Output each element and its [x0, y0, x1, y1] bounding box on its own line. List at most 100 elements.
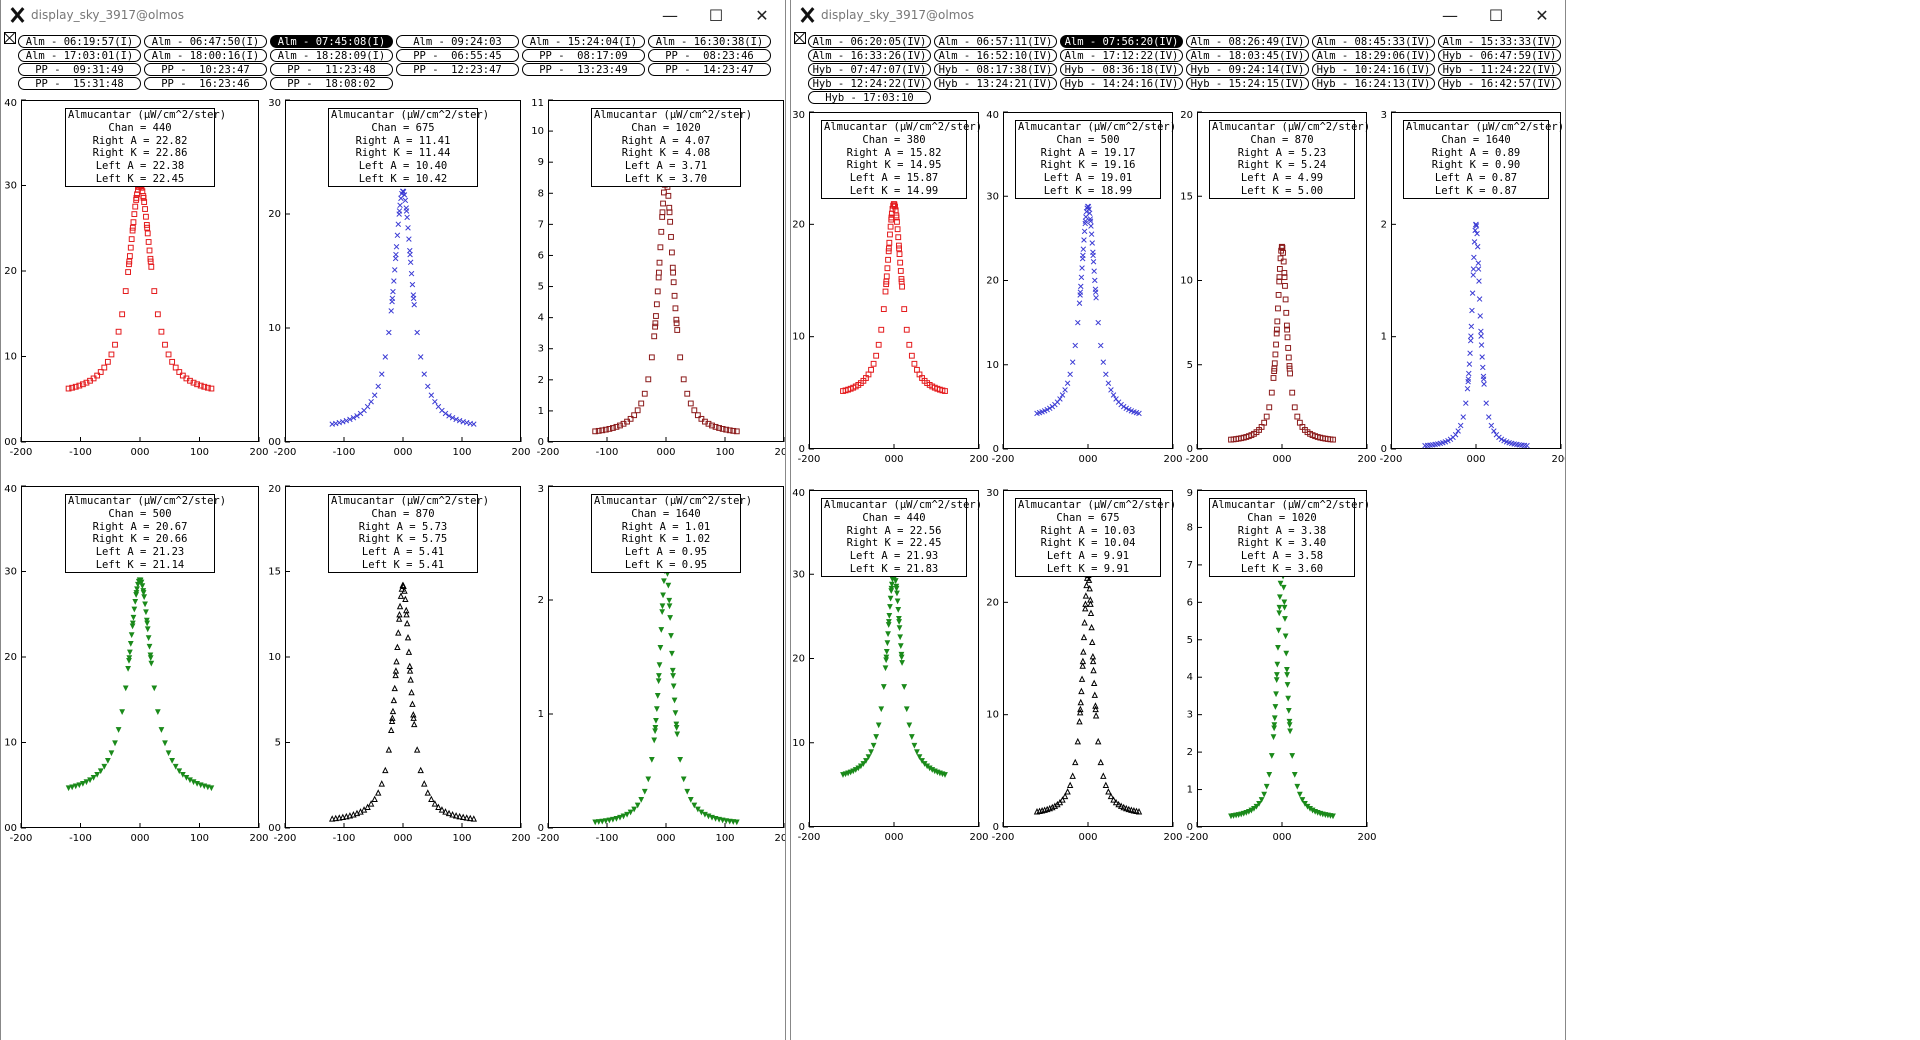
scan-button[interactable]: Alm - 16:33:26(IV)	[808, 49, 931, 62]
close-button[interactable]: ✕	[1535, 5, 1549, 25]
data-point	[652, 728, 658, 735]
scan-button[interactable]: PP - 10:23:47	[144, 63, 267, 76]
scan-button[interactable]: Alm - 07:56:20(IV)	[1060, 35, 1183, 48]
scan-button[interactable]: Hyb - 16:24:13(IV)	[1312, 77, 1435, 90]
legend-line: Right K = 22.45	[846, 537, 942, 550]
close-box-icon[interactable]	[4, 32, 16, 44]
data-point	[417, 354, 424, 360]
data-point	[388, 308, 394, 314]
data-point	[445, 809, 453, 817]
data-point	[143, 213, 149, 220]
scan-button[interactable]: Hyb - 08:36:18(IV)	[1060, 63, 1183, 76]
minimize-button[interactable]: —	[1442, 5, 1458, 25]
plot-canvas: 0 1 2 3 -200 000 200	[1380, 110, 1565, 465]
x-tick-label: -100	[69, 447, 92, 458]
scan-button[interactable]: Alm - 18:03:45(IV)	[1186, 49, 1309, 62]
scan-button[interactable]: Alm - 17:03:01(I)	[18, 49, 141, 62]
data-point	[354, 413, 360, 419]
y-tick-label: 20	[792, 654, 805, 665]
data-point	[733, 428, 740, 435]
data-point	[409, 700, 416, 707]
scan-button[interactable]: Alm - 17:12:22(IV)	[1060, 49, 1183, 62]
scan-button[interactable]: Hyb - 12:24:22(IV)	[808, 77, 931, 90]
scan-button[interactable]: Alm - 15:24:04(I)	[522, 35, 645, 48]
scan-button[interactable]: Alm - 16:52:10(IV)	[934, 49, 1057, 62]
data-point	[669, 667, 676, 674]
data-point	[1460, 414, 1467, 420]
scan-button[interactable]: Alm - 18:28:09(I)	[270, 49, 393, 62]
legend-line: Left K = 3.70	[624, 172, 708, 185]
scan-button[interactable]: Hyb - 15:24:15(IV)	[1186, 77, 1309, 90]
legend-box: Almucantar (µW/cm^2/ster) Chan = 1020 Righ…	[591, 108, 752, 187]
scan-button[interactable]: PP - 12:23:47	[396, 63, 519, 76]
y-tick-label: 0	[993, 822, 999, 833]
scan-button[interactable]: Alm - 09:24:03	[396, 35, 519, 48]
scan-button[interactable]: Alm - 06:19:57(I)	[18, 35, 141, 48]
x-tick-label: -100	[333, 447, 356, 458]
scan-button[interactable]: Alm - 16:30:38(I)	[648, 35, 771, 48]
scan-button[interactable]: Alm - 18:00:16(I)	[144, 49, 267, 62]
scan-button[interactable]: Hyb - 09:24:14(IV)	[1186, 63, 1309, 76]
titlebar: display_sky_3917@olmos — ☐ ✕	[1, 0, 785, 30]
scan-button[interactable]: Alm - 07:45:08(I)	[270, 35, 393, 48]
close-box-icon[interactable]	[794, 32, 806, 44]
scan-button[interactable]: Hyb - 14:24:16(IV)	[1060, 77, 1183, 90]
scan-button[interactable]: PP - 06:55:45	[396, 49, 519, 62]
data-point	[671, 697, 678, 704]
scan-button[interactable]: Hyb - 11:24:22(IV)	[1438, 63, 1561, 76]
data-point	[1468, 333, 1474, 339]
data-point	[1080, 648, 1087, 655]
data-point	[1276, 266, 1283, 272]
data-point	[852, 767, 859, 773]
scan-button[interactable]: PP - 13:23:49	[522, 63, 645, 76]
data-point	[143, 222, 150, 228]
scan-button[interactable]: PP - 14:23:47	[648, 63, 771, 76]
scan-button[interactable]: PP - 15:31:48	[18, 77, 141, 90]
scan-button[interactable]: Alm - 08:45:33(IV)	[1312, 35, 1435, 48]
scan-button[interactable]: PP - 08:23:46	[648, 49, 771, 62]
scan-button[interactable]: PP - 09:31:49	[18, 63, 141, 76]
minimize-button[interactable]: —	[662, 5, 678, 25]
scan-button[interactable]: PP - 11:23:48	[270, 63, 393, 76]
data-point	[350, 415, 357, 421]
data-point	[1452, 431, 1459, 438]
data-point	[1078, 274, 1085, 281]
scan-button[interactable]: Hyb - 07:47:07(IV)	[808, 63, 931, 76]
scan-button[interactable]: Hyb - 06:47:59(IV)	[1438, 49, 1561, 62]
scan-button[interactable]: Hyb - 17:03:10	[808, 91, 931, 104]
data-point	[914, 366, 920, 373]
scan-button[interactable]: Alm - 06:20:05(IV)	[808, 35, 931, 48]
scan-button[interactable]: Alm - 18:29:06(IV)	[1312, 49, 1435, 62]
data-point	[104, 757, 111, 764]
data-point	[1087, 218, 1094, 224]
data-point	[404, 633, 412, 641]
scan-button[interactable]: Hyb - 10:24:16(IV)	[1312, 63, 1435, 76]
scan-button[interactable]: Hyb - 16:42:57(IV)	[1438, 77, 1561, 90]
data-point	[97, 369, 104, 375]
data-point	[1286, 718, 1293, 725]
data-point	[411, 302, 417, 308]
window-title: display_sky_3917@olmos	[31, 8, 184, 22]
y-tick-label: 00	[268, 823, 281, 834]
data-point	[668, 234, 674, 240]
scan-button[interactable]: Alm - 06:57:11(IV)	[934, 35, 1057, 48]
scan-button[interactable]: PP - 18:08:02	[270, 77, 393, 90]
data-point	[1261, 419, 1268, 426]
scan-button[interactable]: Hyb - 08:17:38(IV)	[934, 63, 1057, 76]
scan-button[interactable]: Alm - 15:33:33(IV)	[1438, 35, 1561, 48]
data-point	[194, 381, 201, 388]
scan-button[interactable]: Hyb - 13:24:21(IV)	[934, 77, 1057, 90]
maximize-button[interactable]: ☐	[708, 5, 724, 25]
data-point	[638, 797, 645, 803]
x-tick-label: 000	[130, 447, 149, 458]
data-point	[651, 333, 658, 340]
scan-button[interactable]: PP - 08:17:09	[522, 49, 645, 62]
scan-button[interactable]: Alm - 08:26:49(IV)	[1186, 35, 1309, 48]
scan-button[interactable]: Alm - 06:47:50(I)	[144, 35, 267, 48]
data-point	[343, 812, 350, 820]
legend-line: Right K = 20.66	[92, 533, 188, 546]
maximize-button[interactable]: ☐	[1488, 5, 1504, 25]
data-point	[144, 626, 151, 633]
close-button[interactable]: ✕	[755, 5, 769, 25]
scan-button[interactable]: PP - 16:23:46	[144, 77, 267, 90]
